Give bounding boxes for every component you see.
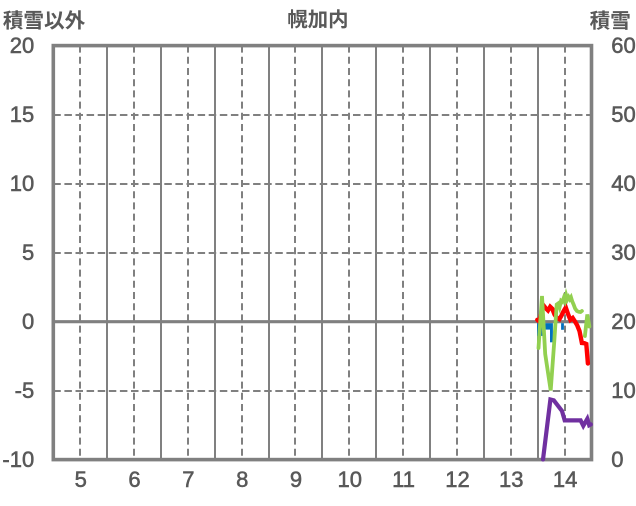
svg-text:-5: -5	[15, 378, 35, 403]
svg-text:5: 5	[22, 240, 34, 265]
svg-text:30: 30	[611, 240, 635, 265]
svg-text:11: 11	[392, 467, 415, 492]
svg-text:20: 20	[611, 309, 635, 334]
svg-text:6: 6	[128, 467, 140, 492]
svg-text:14: 14	[553, 467, 577, 492]
svg-text:10: 10	[10, 171, 34, 196]
svg-text:7: 7	[182, 467, 194, 492]
svg-text:60: 60	[611, 33, 635, 58]
svg-text:50: 50	[611, 102, 635, 127]
svg-text:0: 0	[22, 309, 34, 334]
svg-text:5: 5	[75, 467, 87, 492]
svg-text:13: 13	[499, 467, 523, 492]
svg-text:20: 20	[10, 33, 34, 58]
svg-text:40: 40	[611, 171, 635, 196]
svg-text:9: 9	[290, 467, 302, 492]
svg-text:-10: -10	[2, 447, 34, 472]
svg-text:10: 10	[338, 467, 362, 492]
svg-text:8: 8	[236, 467, 248, 492]
svg-text:10: 10	[611, 378, 635, 403]
svg-text:15: 15	[10, 102, 34, 127]
svg-text:0: 0	[611, 447, 623, 472]
svg-text:12: 12	[445, 467, 469, 492]
